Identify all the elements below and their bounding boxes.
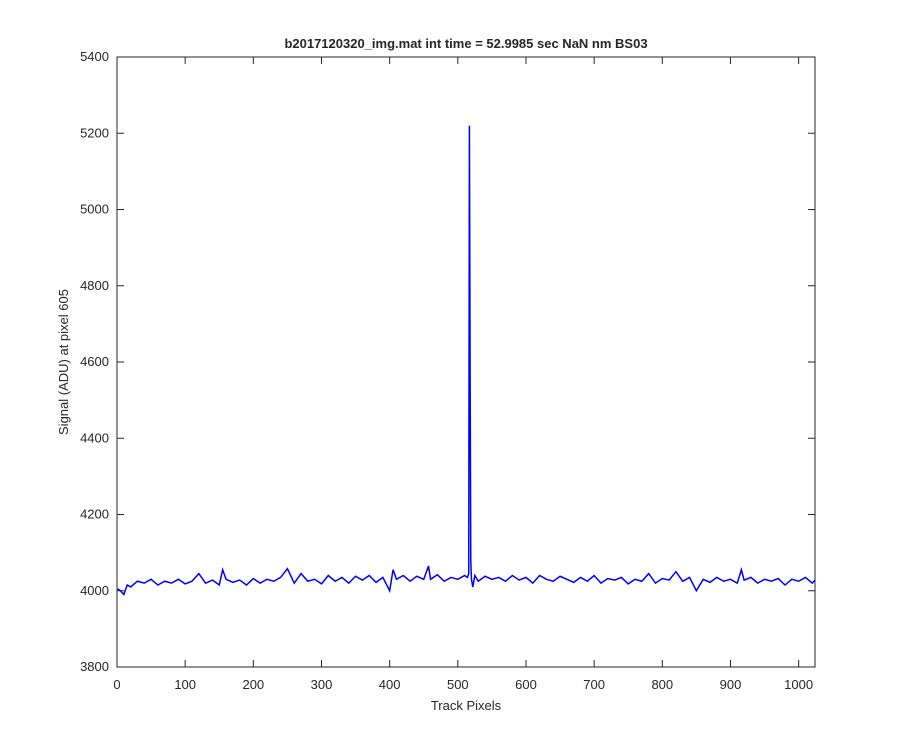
- y-tick-label: 5000: [80, 202, 109, 217]
- chart-title: b2017120320_img.mat int time = 52.9985 s…: [284, 36, 647, 51]
- x-tick-label: 400: [379, 677, 401, 692]
- data-line: [117, 125, 816, 597]
- x-axis-label: Track Pixels: [431, 698, 502, 713]
- x-tick-label: 100: [174, 677, 196, 692]
- x-tick-label: 500: [447, 677, 469, 692]
- x-tick-label: 700: [583, 677, 605, 692]
- y-tick-label: 4400: [80, 430, 109, 445]
- y-tick-label: 4000: [80, 583, 109, 598]
- y-tick-label: 5400: [80, 49, 109, 64]
- x-tick-label: 600: [515, 677, 537, 692]
- x-tick-label: 900: [720, 677, 742, 692]
- y-tick-label: 4200: [80, 507, 109, 522]
- y-axis-label: Signal (ADU) at pixel 605: [56, 289, 71, 435]
- y-tick-label: 4800: [80, 278, 109, 293]
- x-tick-label: 300: [311, 677, 333, 692]
- x-tick-label: 1000: [784, 677, 813, 692]
- y-tick-label: 5200: [80, 125, 109, 140]
- y-tick-label: 3800: [80, 659, 109, 674]
- x-tick-label: 0: [113, 677, 120, 692]
- x-tick-label: 200: [242, 677, 264, 692]
- y-tick-label: 4600: [80, 354, 109, 369]
- x-tick-label: 800: [651, 677, 673, 692]
